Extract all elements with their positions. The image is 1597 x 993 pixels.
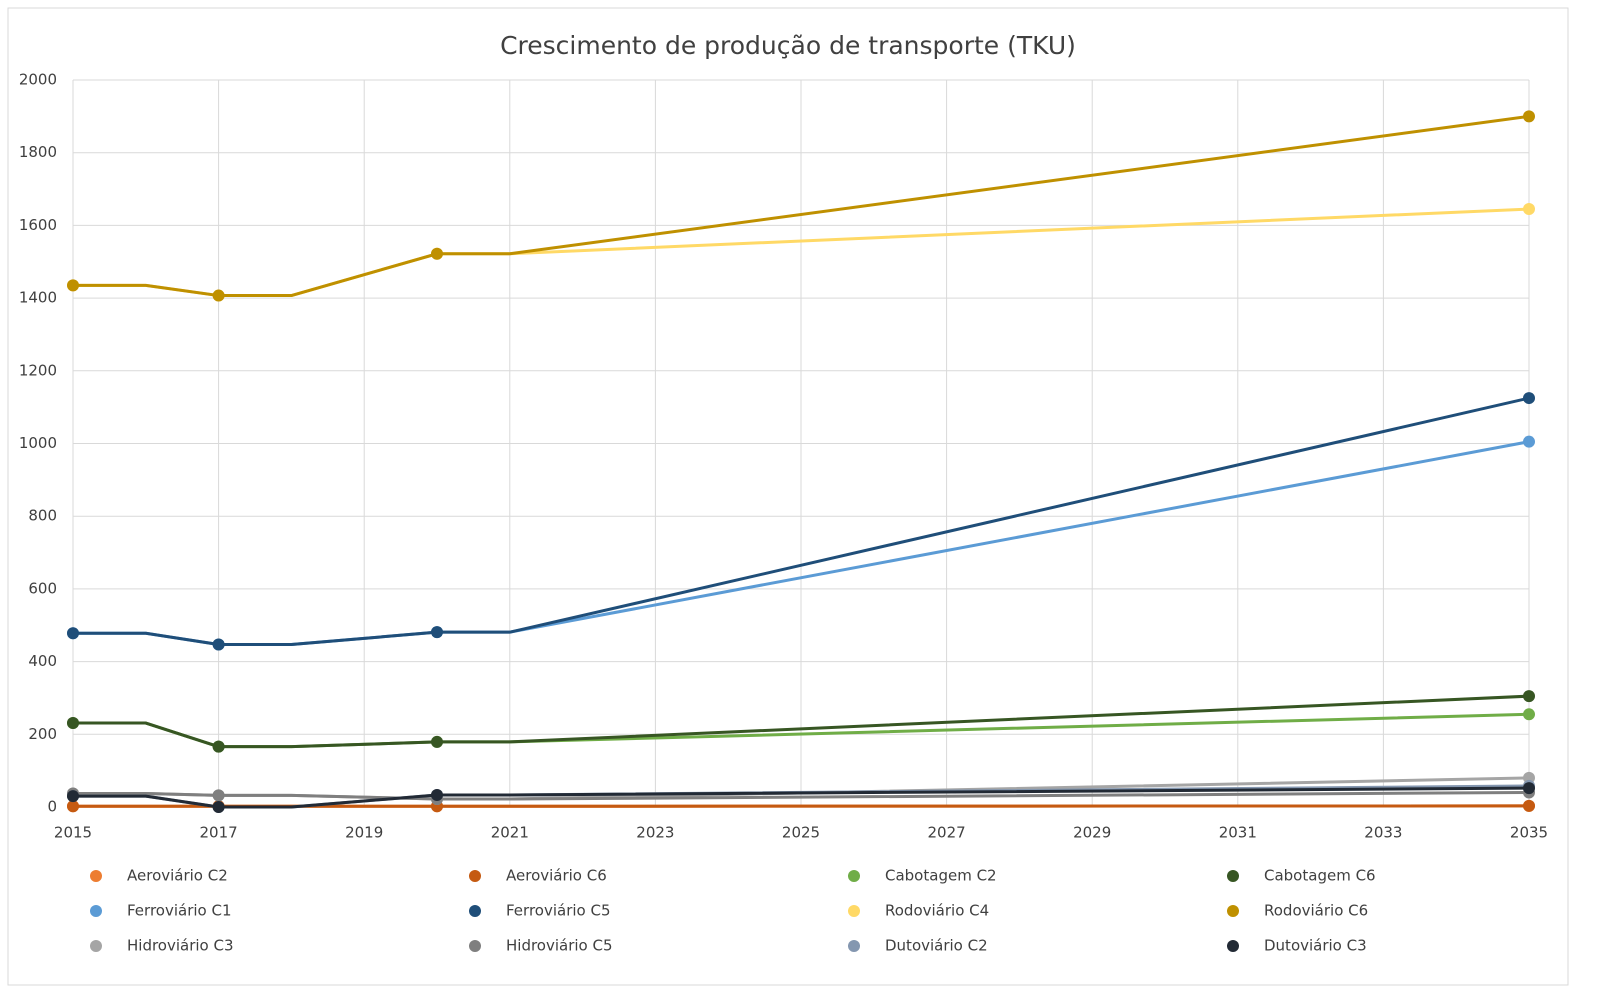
y-tick-label: 1400: [19, 289, 57, 307]
legend-marker: [848, 905, 860, 917]
series-marker: [1523, 435, 1535, 448]
x-tick-label: 2025: [782, 824, 820, 842]
legend-label: Aeroviário C2: [127, 867, 228, 885]
series-line: [73, 790, 1530, 801]
legend-marker: [90, 940, 102, 952]
series-marker: [1523, 782, 1535, 795]
series-marker: [67, 627, 79, 640]
series-marker: [212, 789, 225, 802]
y-tick-label: 0: [47, 798, 57, 816]
legend-label: Aeroviário C6: [506, 867, 607, 885]
legend-marker: [1227, 870, 1239, 882]
series-marker: [1523, 799, 1535, 812]
series-marker: [67, 717, 79, 730]
series-marker: [1523, 690, 1535, 703]
legend-marker: [1227, 940, 1239, 952]
legend-marker: [1227, 905, 1239, 917]
legend-label: Hidroviário C5: [506, 937, 613, 955]
legend-label: Ferroviário C5: [506, 902, 611, 920]
legend-label: Rodoviário C4: [885, 902, 989, 920]
legend-marker: [90, 905, 102, 917]
legend-marker: [848, 870, 860, 882]
y-tick-label: 1600: [19, 216, 57, 234]
x-tick-label: 2035: [1510, 824, 1548, 842]
y-tick-label: 2000: [19, 71, 57, 89]
series-marker: [1523, 203, 1535, 216]
legend-marker: [90, 870, 102, 882]
series-marker: [431, 789, 443, 802]
series-line: [73, 694, 1530, 749]
series-marker: [212, 801, 225, 813]
series-marker: [67, 800, 79, 813]
series-marker: [212, 289, 225, 302]
legend-marker: [469, 905, 481, 917]
y-tick-label: 800: [28, 507, 57, 525]
x-tick-label: 2029: [1073, 824, 1111, 842]
series-marker: [1523, 708, 1535, 721]
series-marker: [212, 740, 225, 753]
series-marker: [431, 626, 443, 639]
series-marker: [431, 247, 443, 260]
series-line: [73, 396, 1530, 647]
legend-marker: [848, 940, 860, 952]
chart-title: Crescimento de produção de transporte (T…: [500, 31, 1076, 60]
legend-marker: [469, 940, 481, 952]
legend-label: Dutoviário C2: [885, 937, 988, 955]
series-line: [73, 114, 1530, 298]
x-tick-label: 2021: [491, 824, 529, 842]
legend-label: Dutoviário C3: [1264, 937, 1367, 955]
chart-frame: [7, 7, 1569, 986]
series-line: [73, 786, 1530, 809]
x-tick-label: 2015: [54, 824, 92, 842]
x-tick-label: 2017: [200, 824, 238, 842]
y-tick-label: 200: [28, 725, 57, 743]
legend-label: Cabotagem C2: [885, 867, 997, 885]
series-marker: [67, 279, 79, 292]
series-marker: [1523, 392, 1535, 405]
x-tick-label: 2033: [1364, 824, 1402, 842]
x-tick-label: 2031: [1219, 824, 1257, 842]
x-tick-label: 2019: [345, 824, 383, 842]
series-marker: [431, 735, 443, 748]
x-tick-label: 2027: [928, 824, 966, 842]
x-tick-label: 2023: [636, 824, 674, 842]
y-tick-label: 600: [28, 579, 57, 597]
y-tick-label: 1200: [19, 361, 57, 379]
legend-marker: [469, 870, 481, 882]
y-tick-label: 1000: [19, 434, 57, 452]
series-marker: [67, 790, 79, 803]
y-tick-label: 1800: [19, 143, 57, 161]
legend-label: Rodoviário C6: [1264, 902, 1368, 920]
series-marker: [212, 638, 225, 651]
y-tick-label: 400: [28, 652, 57, 670]
series-marker: [1523, 110, 1535, 123]
legend-label: Hidroviário C3: [127, 937, 234, 955]
legend-label: Cabotagem C6: [1264, 867, 1376, 885]
legend-label: Ferroviário C1: [127, 902, 232, 920]
